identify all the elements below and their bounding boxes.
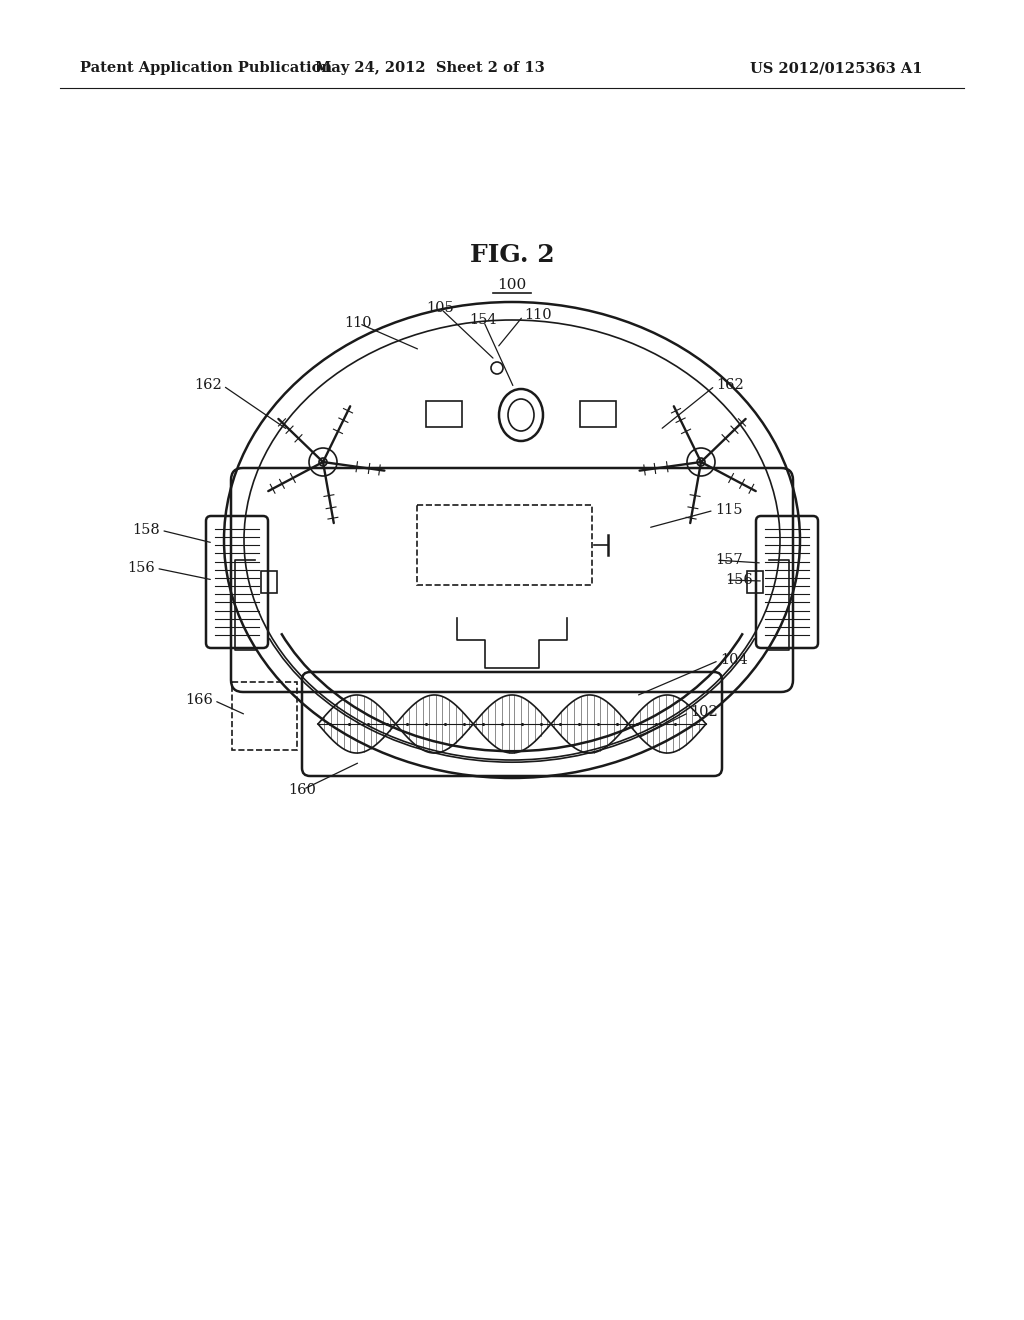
Text: 156: 156 xyxy=(127,561,155,576)
Text: FIG. 2: FIG. 2 xyxy=(470,243,554,267)
Bar xyxy=(232,682,297,750)
Text: US 2012/0125363 A1: US 2012/0125363 A1 xyxy=(750,61,923,75)
Text: 160: 160 xyxy=(288,783,316,797)
Text: 104: 104 xyxy=(720,653,748,667)
Bar xyxy=(261,572,278,593)
Bar xyxy=(417,506,592,585)
Text: 110: 110 xyxy=(344,315,372,330)
Circle shape xyxy=(697,458,705,466)
Bar xyxy=(580,401,616,426)
Text: Patent Application Publication: Patent Application Publication xyxy=(80,61,332,75)
Bar xyxy=(746,572,763,593)
Text: 158: 158 xyxy=(132,523,160,537)
Circle shape xyxy=(319,458,327,466)
Text: 157: 157 xyxy=(715,553,742,568)
Text: 102: 102 xyxy=(690,705,718,719)
Text: 162: 162 xyxy=(195,378,222,392)
Text: 100: 100 xyxy=(498,279,526,292)
Bar xyxy=(426,401,462,426)
Text: May 24, 2012  Sheet 2 of 13: May 24, 2012 Sheet 2 of 13 xyxy=(315,61,545,75)
Text: 156: 156 xyxy=(725,573,753,587)
Text: 162: 162 xyxy=(716,378,743,392)
Text: 105: 105 xyxy=(426,301,454,315)
Text: 154: 154 xyxy=(469,313,497,327)
Text: 166: 166 xyxy=(185,693,213,708)
Text: 115: 115 xyxy=(715,503,742,517)
Text: 110: 110 xyxy=(524,308,552,322)
